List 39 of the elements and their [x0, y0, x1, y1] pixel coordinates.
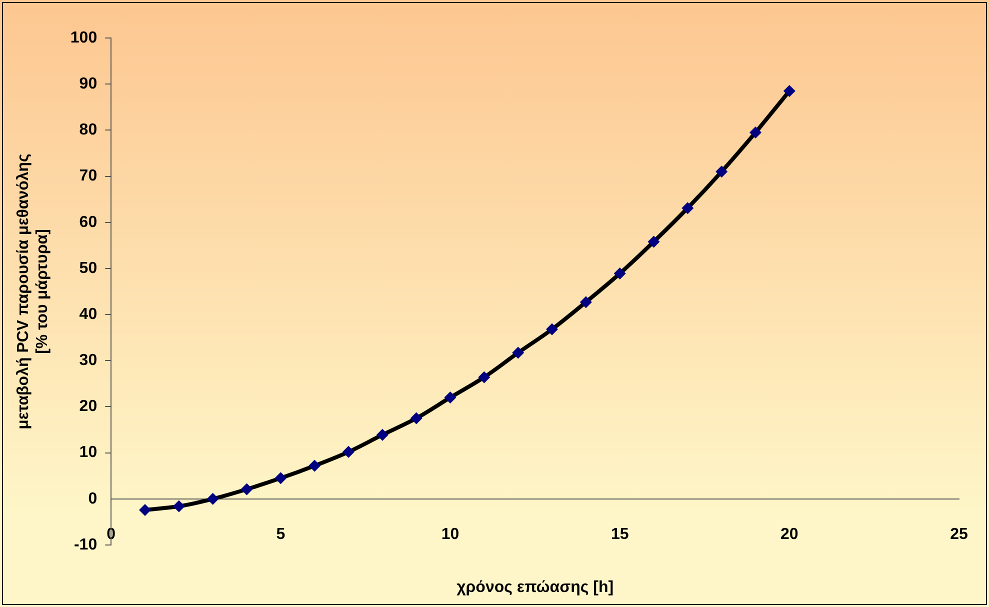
y-tick-label: 20	[79, 398, 98, 416]
point	[682, 202, 694, 214]
point	[139, 504, 152, 516]
point	[206, 492, 219, 505]
point	[648, 236, 660, 248]
y-tick-label: 0	[88, 490, 98, 508]
point	[444, 392, 456, 404]
y-axis-title: μεταβολή PCV παρουσία μεθανόλης [% του μάρτυρα]	[15, 154, 52, 430]
y-tick-label: 30	[79, 352, 98, 370]
point	[546, 323, 558, 336]
point	[580, 296, 592, 308]
y-tick-label: 60	[79, 214, 98, 231]
y-tick-label: 100	[70, 29, 98, 46]
y-tick-label: 50	[79, 260, 98, 277]
x-tick-label: 25	[950, 526, 968, 543]
x-tick-label: 10	[441, 526, 460, 543]
point	[376, 428, 388, 441]
point	[410, 412, 422, 424]
y-tick-label: 90	[79, 75, 98, 92]
y-tick-label: -10	[74, 536, 98, 554]
y-tick-label: 70	[79, 168, 98, 185]
x-tick-label: 20	[780, 526, 798, 543]
point	[512, 346, 524, 359]
point	[614, 268, 626, 280]
y-tick-label: 40	[79, 306, 98, 323]
point	[478, 371, 490, 384]
point	[783, 85, 796, 98]
x-tick-label: 15	[610, 526, 629, 543]
point	[240, 483, 253, 496]
point	[172, 500, 185, 512]
x-axis-title: χρόνος επώασης [h]	[456, 579, 614, 596]
point	[274, 472, 287, 484]
point	[342, 446, 355, 458]
point	[308, 460, 321, 472]
x-tick-label: 5	[276, 526, 286, 543]
point	[750, 126, 762, 138]
y-tick-label: 80	[79, 122, 98, 139]
y-tick-label: 10	[79, 444, 98, 462]
point	[716, 166, 728, 178]
